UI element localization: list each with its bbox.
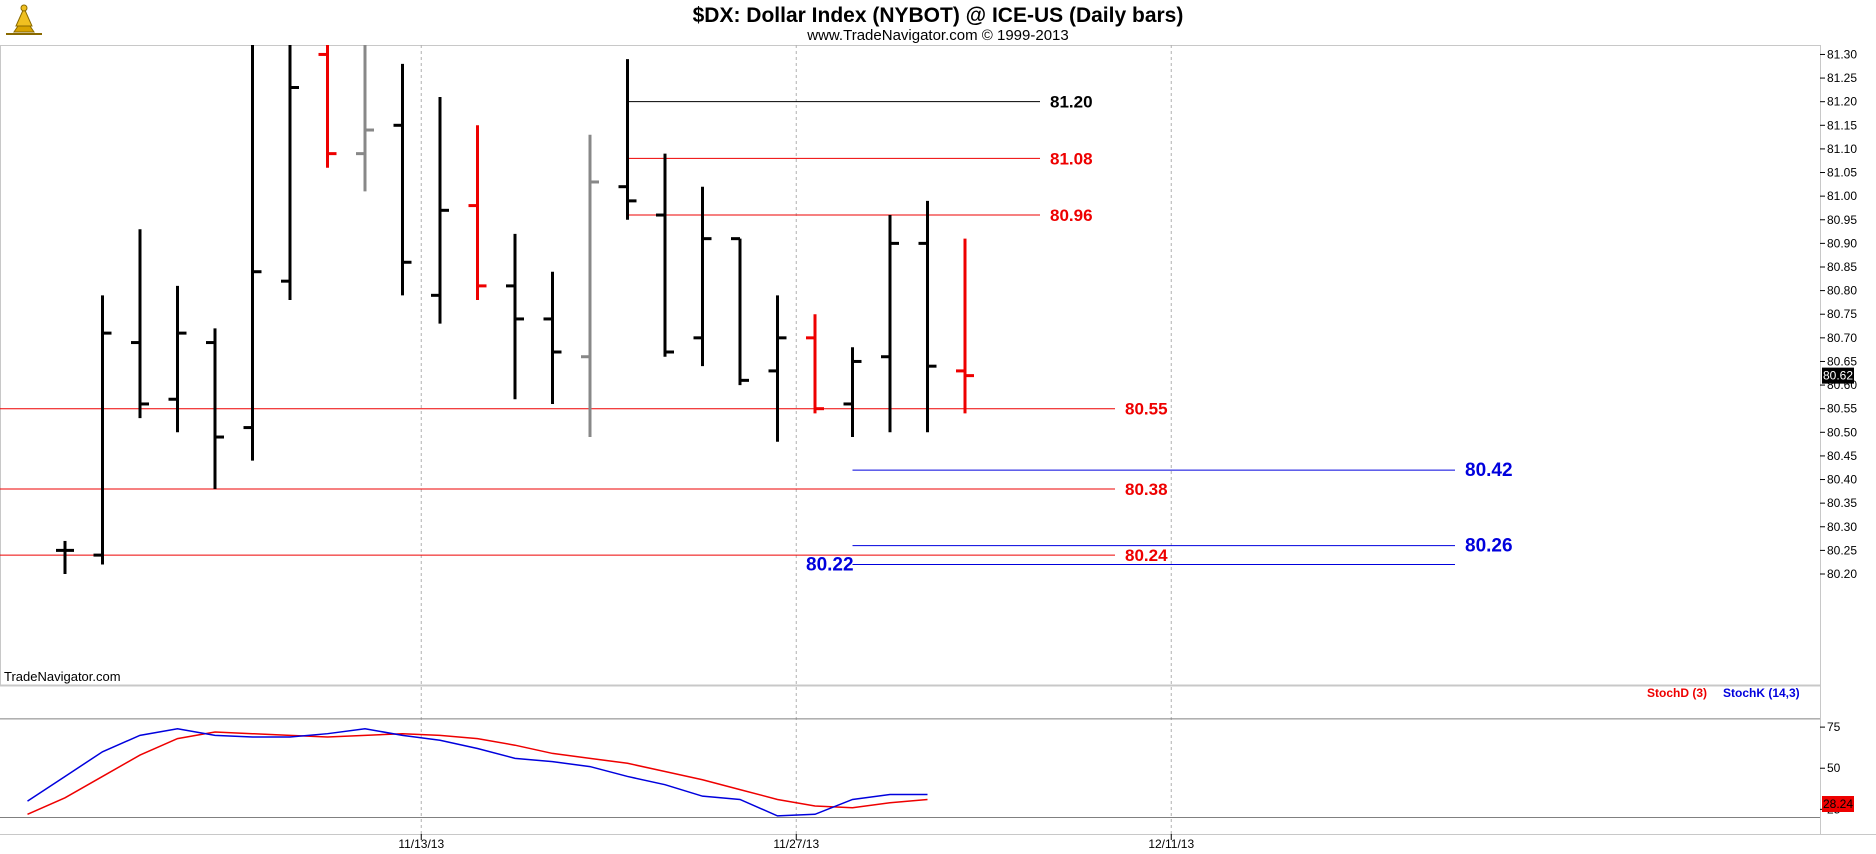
level-label: 81.20: [1050, 93, 1093, 112]
price-tick-label: 81.25: [1827, 71, 1857, 85]
stoch-series-line: [27, 731, 928, 815]
price-tick-label: 81.00: [1827, 189, 1857, 203]
price-tick-label: 80.90: [1827, 236, 1857, 250]
price-tick-label: 80.65: [1827, 354, 1857, 368]
stoch-series-line: [27, 727, 928, 817]
ohlc-bar: [843, 347, 862, 438]
level-label: 80.38: [1125, 480, 1168, 499]
price-tick-label: 80.25: [1827, 543, 1857, 557]
level-label: 80.55: [1125, 400, 1168, 419]
ohlc-bar: [881, 215, 899, 433]
price-tick-label: 80.20: [1827, 567, 1857, 581]
price-panel-frame: [0, 45, 1821, 686]
price-tick-label: 80.70: [1827, 331, 1857, 345]
stoch-tick-label: 50: [1827, 761, 1841, 775]
stochastic-panel: 755025: [0, 718, 1841, 819]
price-tick-label: 81.10: [1827, 142, 1857, 156]
date-tick-label: 11/13/13: [398, 837, 444, 851]
ohlc-bar: [318, 45, 337, 168]
date-tick-label: 12/11/13: [1148, 837, 1194, 851]
ohlc-bar: [693, 186, 712, 367]
ohlc-bar: [918, 200, 937, 433]
price-tick-label: 80.80: [1827, 284, 1857, 298]
legend-stochd: StochD (3): [1647, 686, 1707, 700]
ohlc-bar: [468, 125, 487, 301]
level-label: 80.22: [806, 555, 854, 576]
last-price-label: 80.62: [1823, 369, 1853, 383]
level-label: 81.08: [1050, 149, 1093, 168]
price-tick-label: 80.55: [1827, 402, 1857, 416]
price-tick-label: 80.85: [1827, 260, 1857, 274]
level-label: 80.42: [1465, 460, 1513, 481]
price-tick-label: 80.30: [1827, 520, 1857, 534]
ohlc-bar: [543, 271, 562, 404]
price-tick-label: 80.45: [1827, 449, 1857, 463]
ohlc-bar: [618, 59, 637, 220]
chart-title: $DX: Dollar Index (NYBOT) @ ICE-US (Dail…: [693, 4, 1184, 27]
stoch-last-label: 28.24: [1823, 797, 1853, 811]
ohlc-bar: [768, 295, 787, 442]
ohlc-bars: [56, 45, 974, 574]
stoch-tick-label: 75: [1827, 720, 1841, 734]
ohlc-bar: [806, 314, 824, 414]
ohlc-bar: [243, 45, 262, 461]
ohlc-bar: [731, 237, 749, 386]
ohlc-bar: [56, 540, 74, 574]
ohlc-bar: [168, 285, 187, 433]
level-label: 80.24: [1125, 546, 1168, 565]
date-tick-label: 11/27/13: [773, 837, 819, 851]
ohlc-bar: [956, 238, 974, 414]
support-resistance-levels: 81.20 81.08 80.96 80.55 80.42 80.38 80.26 80.24…: [0, 93, 1513, 576]
price-tick-label: 81.30: [1827, 47, 1857, 61]
price-axis: 81.30 81.25 81.20 81.15 81.10 81.05 81.00 80.95…: [1820, 47, 1857, 581]
ohlc-bar: [281, 45, 299, 301]
trade-navigator-logo-icon: [6, 4, 42, 35]
ohlc-bar: [656, 153, 674, 357]
price-tick-label: 80.50: [1827, 425, 1857, 439]
level-label: 80.96: [1050, 206, 1093, 225]
ohlc-bar: [393, 63, 412, 296]
stoch-last-tag: 28.24: [1822, 796, 1854, 813]
ohlc-bar: [356, 45, 374, 192]
watermark: TradeNavigator.com: [4, 669, 121, 684]
price-tick-label: 81.05: [1827, 166, 1857, 180]
price-tick-label: 81.20: [1827, 95, 1857, 109]
ohlc-bar: [431, 96, 449, 324]
ohlc-bar: [581, 134, 599, 438]
ohlc-bar: [93, 295, 112, 565]
ohlc-bar: [506, 233, 524, 400]
price-tick-label: 80.95: [1827, 213, 1857, 227]
price-tick-label: 80.40: [1827, 473, 1857, 487]
last-price-tag: 80.62: [1822, 367, 1854, 384]
chart-subtitle: www.TradeNavigator.com © 1999-2013: [806, 27, 1068, 44]
level-label: 80.26: [1465, 536, 1513, 557]
date-axis: 11/13/13 11/27/13 12/11/13: [398, 834, 1194, 851]
price-tick-label: 80.35: [1827, 496, 1857, 510]
legend-stochk: StochK (14,3): [1723, 686, 1800, 700]
price-tick-label: 81.15: [1827, 118, 1857, 132]
ohlc-bar: [206, 328, 224, 489]
ohlc-bar: [131, 229, 149, 419]
price-tick-label: 80.75: [1827, 307, 1857, 321]
